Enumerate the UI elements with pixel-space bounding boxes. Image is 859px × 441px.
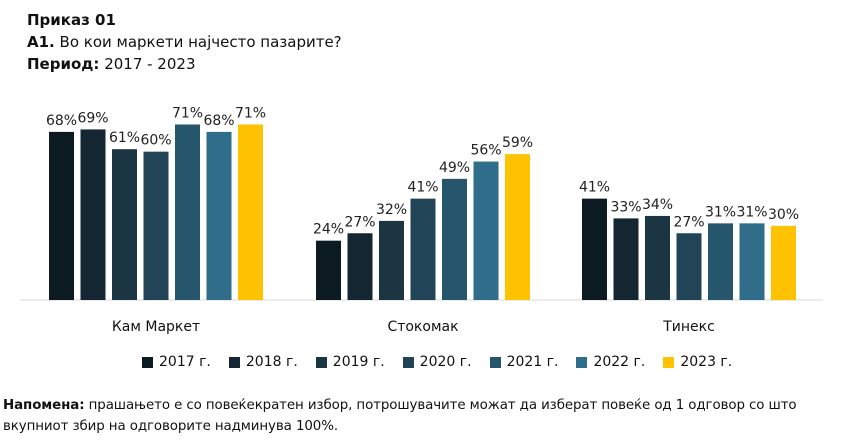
- legend-item: 2022 г.: [576, 354, 645, 370]
- data-label: 27%: [673, 214, 704, 230]
- bar: [708, 223, 733, 300]
- bar: [473, 161, 499, 300]
- data-label: 30%: [768, 207, 799, 223]
- legend-swatch: [663, 356, 675, 368]
- question-code: A1.: [27, 33, 55, 51]
- category-label: Кам Маркет: [112, 319, 200, 335]
- footnote-label: Напомена:: [3, 398, 85, 413]
- legend-label: 2019 г.: [332, 354, 385, 370]
- data-label: 71%: [235, 105, 266, 121]
- bar: [175, 124, 200, 300]
- data-label: 31%: [705, 204, 736, 220]
- data-label: 71%: [172, 105, 203, 121]
- data-label: 68%: [203, 113, 234, 129]
- legend-label: 2020 г.: [419, 354, 472, 370]
- chart-legend: 2017 г. 2018 г. 2019 г. 2020 г. 2021 г. 2022 …: [142, 354, 750, 370]
- chart-title: Приказ 01: [27, 11, 116, 29]
- bar: [739, 223, 765, 300]
- legend-item: 2017 г.: [142, 354, 211, 370]
- bar: [80, 129, 106, 300]
- legend-label: 2018 г.: [245, 354, 298, 370]
- data-label: 24%: [313, 222, 344, 238]
- bar: [505, 154, 530, 300]
- legend-item: 2018 г.: [228, 354, 298, 370]
- legend-label: 2021 г.: [506, 354, 559, 370]
- legend-swatch: [402, 356, 414, 368]
- bar: [645, 215, 670, 300]
- bar: [379, 220, 404, 300]
- legend-swatch: [228, 356, 240, 368]
- bar: [613, 218, 639, 300]
- data-label: 33%: [610, 199, 641, 215]
- data-label: 56%: [470, 143, 501, 159]
- period-label: Период:: [27, 55, 100, 73]
- chart-header: Приказ 01 A1. Во кои маркети најчесто па…: [27, 9, 342, 75]
- data-label: 32%: [376, 202, 407, 218]
- legend-swatch: [315, 356, 327, 368]
- data-label: 41%: [407, 180, 438, 196]
- data-label: 59%: [502, 135, 533, 151]
- bar: [442, 178, 467, 300]
- legend-swatch: [489, 356, 501, 368]
- legend-label: 2022 г.: [593, 354, 646, 370]
- question-text: Во кои маркети најчесто пазарите?: [59, 33, 342, 51]
- category-label: Тинекс: [662, 319, 715, 335]
- bar: [238, 124, 263, 300]
- bar: [582, 198, 607, 300]
- period-line: Период: 2017 - 2023: [27, 53, 342, 75]
- legend-item: 2021 г.: [489, 354, 559, 370]
- bar: [347, 233, 373, 300]
- bar: [49, 131, 74, 300]
- legend-item: 2023 г.: [663, 354, 732, 370]
- legend-item: 2020 г.: [402, 354, 472, 370]
- data-label: 27%: [344, 214, 375, 230]
- legend-swatch: [142, 356, 153, 368]
- data-label: 69%: [77, 110, 108, 126]
- bar: [410, 198, 436, 300]
- data-label: 61%: [109, 130, 140, 146]
- bar: [316, 240, 341, 300]
- bar: [676, 233, 702, 300]
- data-label: 49%: [439, 160, 470, 176]
- data-label: 60%: [140, 133, 171, 149]
- footnote: Напомена: прашањето е со повеќекратен из…: [3, 395, 855, 437]
- legend-item: 2019 г.: [315, 354, 385, 370]
- bar: [112, 149, 137, 300]
- footnote-text: прашањето е со повеќекратен избор, потро…: [3, 398, 797, 434]
- data-label: 31%: [736, 204, 767, 220]
- legend-label: 2023 г.: [680, 354, 733, 370]
- legend-swatch: [576, 356, 588, 368]
- period-value: 2017 - 2023: [104, 55, 196, 73]
- data-label: 41%: [579, 180, 610, 196]
- question-line: A1. Во кои маркети најчесто пазарите?: [27, 31, 342, 53]
- category-label: Стокомак: [387, 319, 458, 335]
- data-label: 68%: [46, 113, 77, 129]
- bar: [771, 225, 796, 300]
- legend-label: 2017 г.: [159, 354, 211, 370]
- bar: [206, 131, 232, 300]
- data-label: 34%: [642, 197, 673, 213]
- bar: [143, 151, 169, 300]
